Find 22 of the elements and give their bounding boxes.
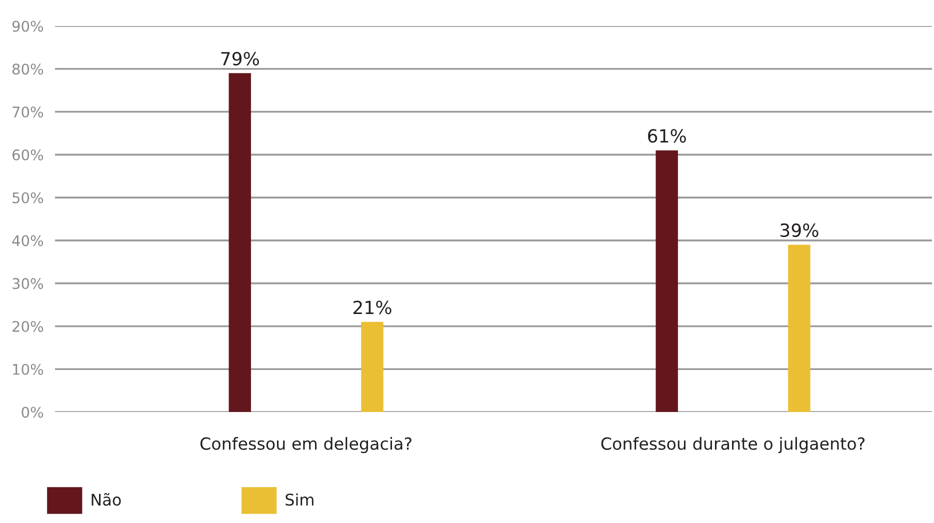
y-tick-label: 40% bbox=[12, 235, 44, 246]
bar bbox=[361, 322, 384, 412]
y-tick-label: 30% bbox=[12, 278, 44, 290]
data-label: 79% bbox=[221, 52, 259, 66]
data-label: 39% bbox=[780, 223, 818, 238]
bar bbox=[656, 150, 678, 412]
data-label: 61% bbox=[648, 129, 686, 143]
y-tick-label: 50% bbox=[12, 192, 44, 204]
y-tick-label: 0% bbox=[22, 406, 44, 418]
y-tick-label: 20% bbox=[12, 320, 44, 332]
bar bbox=[228, 73, 251, 412]
y-tick-label: 70% bbox=[12, 106, 44, 118]
y-tick-label: 60% bbox=[12, 149, 44, 160]
x-tick-label: Confessou durante o julgaento? bbox=[601, 437, 865, 454]
data-label: 21% bbox=[354, 300, 392, 314]
legend-label: Sim bbox=[286, 493, 314, 506]
y-tick-label: 90% bbox=[12, 20, 44, 32]
bar bbox=[788, 244, 810, 412]
y-tick-label: 10% bbox=[13, 364, 44, 375]
legend-label: Não bbox=[92, 493, 121, 506]
y-tick-label: 80% bbox=[12, 64, 44, 75]
x-tick-label: Confessou em delegacia? bbox=[200, 437, 412, 454]
